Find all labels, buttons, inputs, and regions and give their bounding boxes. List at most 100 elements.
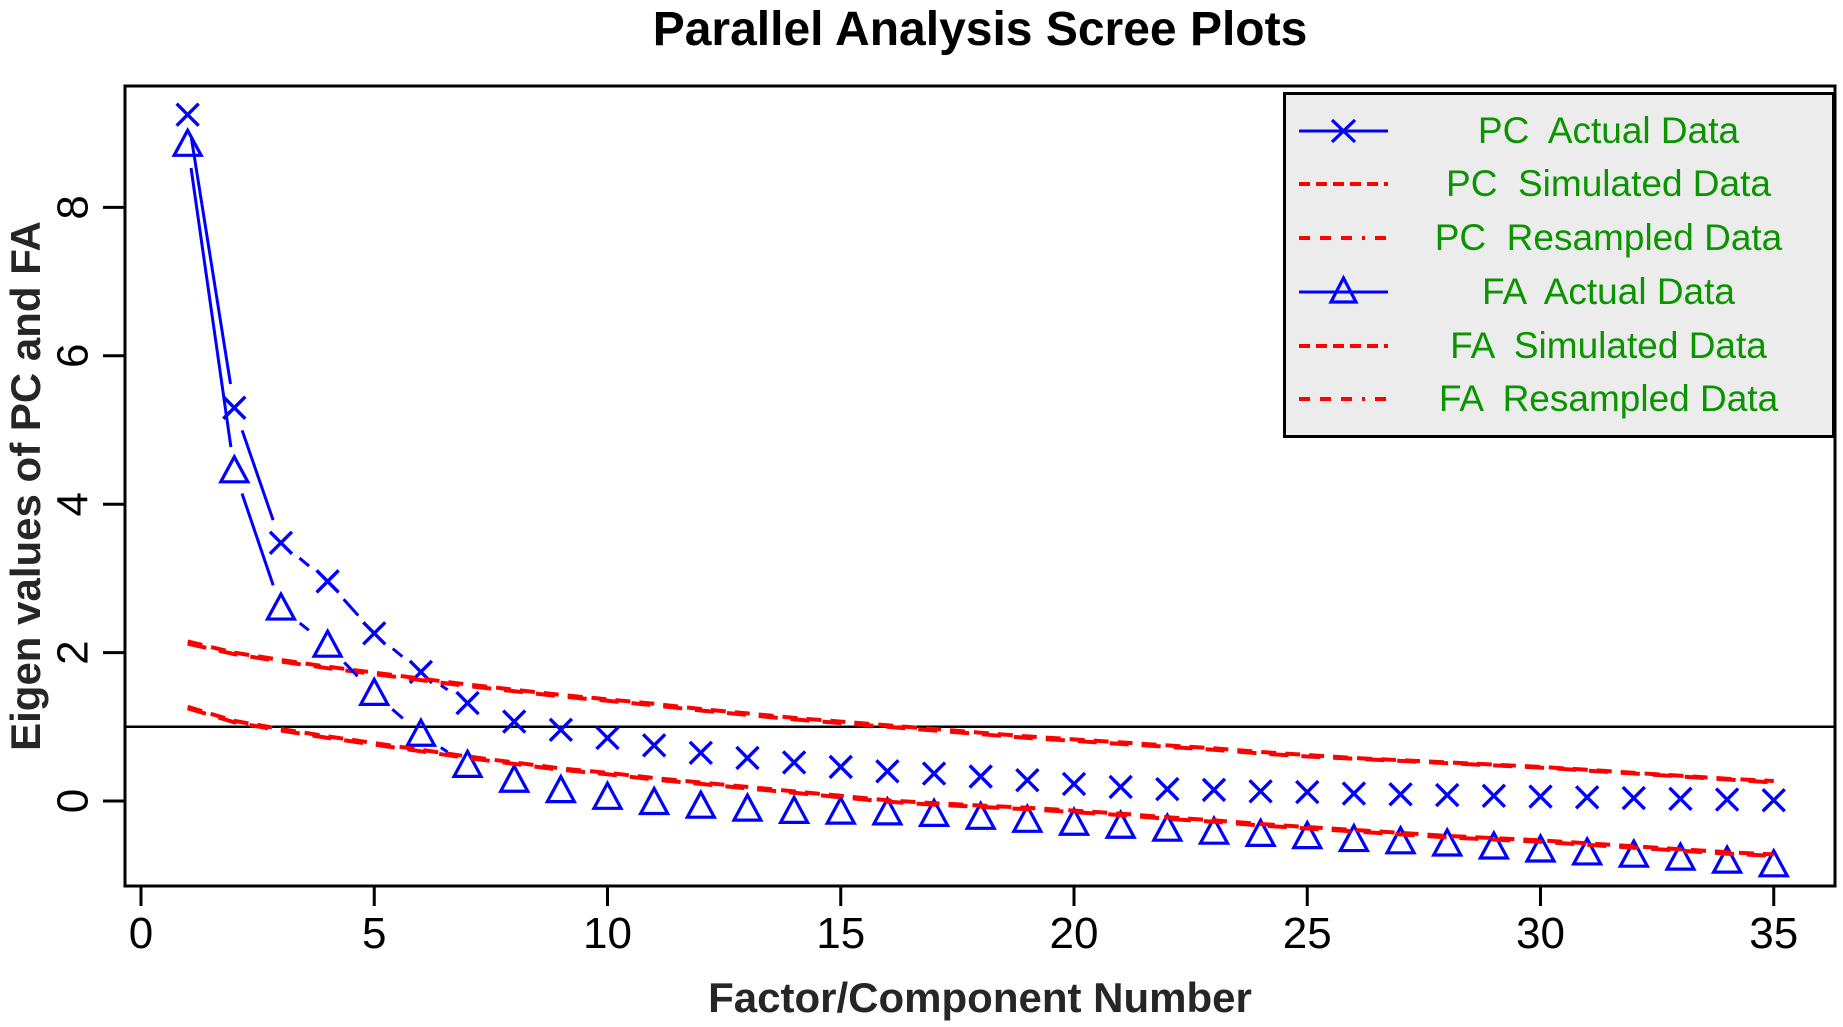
triangle-marker — [1570, 835, 1604, 866]
series-segment — [240, 493, 275, 586]
legend-item-fa-resampled-data: FA Resampled Data — [1292, 377, 1826, 421]
x-tick-label: 10 — [583, 909, 632, 958]
x-axis-ticks: 0 5 10 15 20 25 30 35 — [129, 886, 1798, 958]
x-marker — [688, 740, 714, 765]
series-pc-actual-data — [175, 102, 1786, 813]
series-segment — [240, 429, 275, 521]
legend-item-label: PC Resampled Data — [1434, 217, 1783, 259]
fa-simulated-data-swatch-icon — [1299, 343, 1388, 348]
x-marker — [1621, 785, 1647, 811]
legend-item-label: FA Actual Data — [1482, 270, 1735, 312]
x-marker — [1201, 777, 1227, 803]
triangle-marker — [311, 627, 344, 658]
triangle-marker — [1197, 814, 1231, 845]
legend-item-label: FA Resampled Data — [1438, 378, 1779, 420]
x-tick-label: 15 — [816, 909, 865, 958]
x-marker — [1574, 785, 1600, 810]
x-marker — [1108, 774, 1133, 800]
triangle-marker — [1104, 808, 1137, 839]
triangle-marker — [777, 794, 811, 824]
legend-item-fa-simulated-data: FA Simulated Data — [1292, 324, 1826, 368]
series-segment — [298, 556, 311, 568]
series-pc-resampled-data — [187, 641, 1774, 785]
x-tick-label: 30 — [1516, 909, 1565, 958]
x-tick-label: 0 — [129, 909, 153, 958]
pc-actual-data-swatch-icon — [1299, 118, 1388, 143]
triangle-marker — [1337, 822, 1371, 853]
series-fa-resampled-data — [187, 706, 1774, 858]
y-tick-label: 4 — [48, 492, 97, 516]
triangle-marker — [591, 779, 624, 810]
triangle-marker — [264, 590, 298, 621]
series-segment — [391, 708, 404, 720]
triangle-marker — [218, 453, 251, 484]
triangle-marker — [1710, 843, 1744, 874]
x-marker — [595, 725, 620, 751]
x-marker — [921, 761, 947, 786]
x-marker — [641, 733, 667, 758]
triangle-marker — [451, 748, 484, 778]
series-pc-simulated-data — [187, 639, 1774, 783]
x-marker — [1761, 788, 1786, 813]
y-tick-label: 8 — [48, 195, 97, 219]
y-axis-ticks: 0 2 4 6 8 — [48, 195, 125, 813]
x-marker — [828, 754, 853, 780]
x-marker — [1481, 783, 1507, 809]
series-segment — [343, 661, 359, 678]
x-marker — [175, 102, 200, 127]
triangle-marker — [1431, 826, 1464, 857]
series-segment — [189, 138, 233, 385]
triangle-marker — [731, 791, 764, 822]
pc-simulated-data-swatch-icon — [1299, 182, 1388, 187]
x-marker — [548, 717, 574, 742]
triangle-marker — [1151, 811, 1184, 842]
triangle-marker — [917, 796, 951, 827]
triangle-marker — [1477, 829, 1511, 860]
legend: PC Actual Data PC Simulated Data PC Resamp… — [1283, 92, 1835, 438]
chart-title: Parallel Analysis Scree Plots — [652, 3, 1308, 56]
x-marker — [455, 690, 480, 716]
fa-actual-data-swatch-icon — [1299, 274, 1388, 304]
triangle-marker — [824, 794, 857, 825]
legend-item-label: FA Simulated Data — [1450, 324, 1767, 366]
x-tick-label: 25 — [1283, 909, 1332, 958]
x-marker — [1015, 768, 1040, 793]
y-tick-label: 6 — [48, 344, 97, 368]
triangle-marker — [964, 799, 997, 830]
fa-resampled-data-swatch-icon — [1299, 397, 1388, 402]
triangle-marker — [1011, 802, 1044, 833]
legend-item-label: PC Simulated Data — [1446, 163, 1771, 205]
x-marker — [1528, 784, 1553, 809]
pc-resampled-data-swatch-icon — [1299, 236, 1388, 241]
x-marker — [315, 569, 340, 594]
x-marker — [1434, 782, 1460, 808]
triangle-marker — [1524, 832, 1557, 863]
series-segment — [440, 746, 449, 754]
triangle-marker — [1244, 817, 1277, 847]
legend-item-pc-resampled-data: PC Resampled Data — [1292, 216, 1826, 260]
plot-box — [123, 84, 1837, 888]
legend-item-pc-simulated-data: PC Simulated Data — [1292, 162, 1826, 206]
x-marker — [875, 759, 900, 784]
x-marker — [968, 764, 993, 789]
y-tick-label: 2 — [48, 640, 97, 664]
y-axis-title: Eigen values of PC and FA — [2, 221, 49, 751]
triangle-marker — [1057, 805, 1091, 836]
x-tick-label: 35 — [1749, 909, 1798, 958]
x-marker — [362, 621, 387, 646]
series-segment — [342, 598, 360, 617]
x-tick-label: 5 — [362, 909, 386, 958]
legend-item-fa-actual-data: FA Actual Data — [1292, 270, 1826, 314]
legend-item-label: PC Actual Data — [1477, 109, 1740, 151]
triangle-marker — [358, 676, 391, 707]
triangle-marker — [1291, 819, 1324, 850]
triangle-marker — [637, 785, 671, 816]
series-line — [187, 706, 1774, 858]
triangle-marker — [544, 773, 578, 804]
x-marker — [1714, 787, 1740, 812]
x-marker — [1248, 779, 1273, 804]
triangle-marker — [404, 716, 438, 747]
y-tick-label: 0 — [48, 789, 97, 813]
